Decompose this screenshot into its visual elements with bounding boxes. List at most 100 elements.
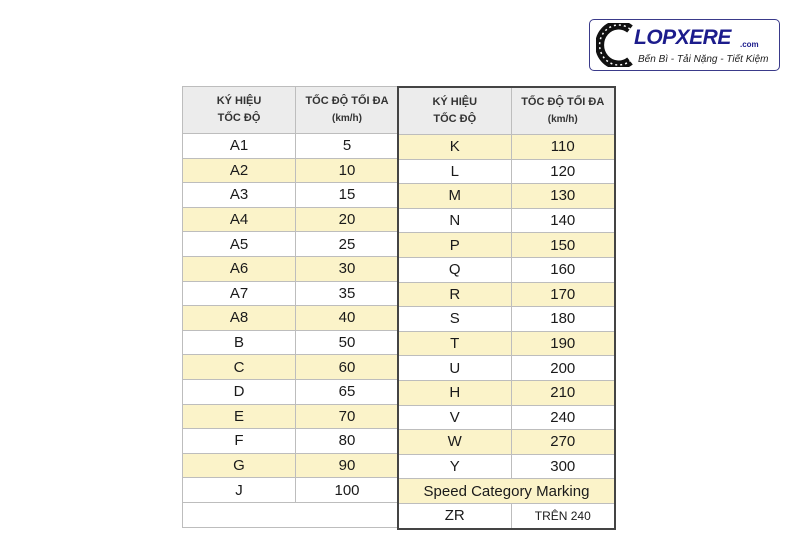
- logo-slogan: Bến Bì - Tải Nặng - Tiết Kiệm: [638, 54, 769, 65]
- table-row: H 210: [397, 379, 616, 406]
- max-speed: 300: [510, 453, 616, 480]
- max-speed: 180: [510, 306, 616, 332]
- max-speed: 190: [510, 330, 616, 357]
- speed-symbol: N: [397, 207, 512, 234]
- speed-symbol: P: [397, 232, 512, 258]
- max-speed: 170: [510, 281, 616, 308]
- speed-symbol: U: [397, 355, 512, 381]
- max-speed: 15: [295, 182, 399, 208]
- max-speed: 90: [295, 452, 399, 479]
- header-symbol: KÝ HIỆU TỐC ĐỘ: [182, 86, 296, 134]
- header-speed: TỐC ĐỘ TỐI ĐA (km/h): [295, 86, 399, 134]
- speed-symbol: A8: [182, 305, 296, 331]
- table-row: K 110: [397, 134, 616, 160]
- table-row: W 270: [397, 429, 616, 455]
- max-speed: 60: [295, 354, 399, 380]
- speed-symbol: R: [397, 281, 512, 308]
- speed-symbol: K: [397, 134, 512, 160]
- max-speed: 5: [295, 133, 399, 159]
- speed-symbol: D: [182, 378, 296, 405]
- max-speed: 70: [295, 403, 399, 430]
- max-speed: 150: [510, 232, 616, 258]
- table-row: L 120: [397, 158, 616, 185]
- table-row: A6 30: [182, 255, 399, 282]
- empty-cell: [182, 501, 399, 528]
- speed-symbol: H: [397, 379, 512, 406]
- table-row: M 130: [397, 183, 616, 209]
- category-label: Speed Category Marking: [397, 478, 616, 504]
- logo-suffix: .com: [740, 40, 759, 49]
- empty-row: [182, 501, 399, 528]
- speed-symbol: V: [397, 404, 512, 431]
- speed-symbol: A6: [182, 255, 296, 282]
- table-row: G 90: [182, 452, 399, 479]
- speed-symbol: G: [182, 452, 296, 479]
- speed-table-right: KÝ HIỆU TỐC ĐỘ TỐC ĐỘ TỐI ĐA (km/h) K 110 L 1…: [397, 86, 616, 530]
- header-symbol: KÝ HIỆU TỐC ĐỘ: [397, 86, 512, 135]
- max-speed: 40: [295, 305, 399, 331]
- table-row: U 200: [397, 355, 616, 381]
- speed-symbol: C: [182, 354, 296, 380]
- speed-symbol: A7: [182, 280, 296, 307]
- max-speed: 100: [295, 477, 399, 503]
- speed-symbol: L: [397, 158, 512, 185]
- tire-icon: [596, 23, 633, 67]
- speed-symbol: A4: [182, 206, 296, 233]
- header-speed: TỐC ĐỘ TỐI ĐA (km/h): [510, 86, 616, 135]
- speed-symbol: A5: [182, 231, 296, 257]
- table-row: D 65: [182, 378, 399, 405]
- table-row: A4 20: [182, 206, 399, 233]
- speed-symbol: J: [182, 477, 296, 503]
- logo: LOPXERE .com Bến Bì - Tải Nặng - Tiết Ki…: [589, 19, 780, 71]
- table-row: A7 35: [182, 280, 399, 307]
- max-speed: 30: [295, 255, 399, 282]
- table-row: A2 10: [182, 157, 399, 184]
- table-row: F 80: [182, 428, 399, 454]
- table-row: V 240: [397, 404, 616, 431]
- speed-symbol: A3: [182, 182, 296, 208]
- table-row: P 150: [397, 232, 616, 258]
- speed-symbol: W: [397, 429, 512, 455]
- speed-symbol: A2: [182, 157, 296, 184]
- table-row: A1 5: [182, 133, 399, 159]
- max-speed: 20: [295, 206, 399, 233]
- max-speed: 210: [510, 379, 616, 406]
- speed-symbol: A1: [182, 133, 296, 159]
- speed-symbol: T: [397, 330, 512, 357]
- table-row: E 70: [182, 403, 399, 430]
- speed-symbol: E: [182, 403, 296, 430]
- table-row: A8 40: [182, 305, 399, 331]
- max-speed: 110: [510, 134, 616, 160]
- max-speed: 35: [295, 280, 399, 307]
- max-speed: 50: [295, 329, 399, 356]
- table-row: A3 15: [182, 182, 399, 208]
- category-row: Speed Category Marking: [397, 478, 616, 504]
- max-speed: 80: [295, 428, 399, 454]
- table-row: S 180: [397, 306, 616, 332]
- speed-symbol: ZR: [397, 502, 512, 530]
- max-speed: 25: [295, 231, 399, 257]
- max-speed: 270: [510, 429, 616, 455]
- table-row: Q 160: [397, 256, 616, 283]
- speed-symbol: F: [182, 428, 296, 454]
- table-row: B 50: [182, 329, 399, 356]
- table-row: J 100: [182, 477, 399, 503]
- max-speed: TRÊN 240: [510, 502, 616, 530]
- max-speed: 10: [295, 157, 399, 184]
- max-speed: 200: [510, 355, 616, 381]
- table-row: T 190: [397, 330, 616, 357]
- speed-symbol: B: [182, 329, 296, 356]
- table-row: A5 25: [182, 231, 399, 257]
- speed-symbol: S: [397, 306, 512, 332]
- max-speed: 240: [510, 404, 616, 431]
- max-speed: 140: [510, 207, 616, 234]
- max-speed: 130: [510, 183, 616, 209]
- speed-symbol: M: [397, 183, 512, 209]
- max-speed: 120: [510, 158, 616, 185]
- max-speed: 160: [510, 256, 616, 283]
- logo-brand: LOPXERE: [634, 26, 731, 49]
- speed-table-left: KÝ HIỆU TỐC ĐỘ TỐC ĐỘ TỐI ĐA (km/h) A1 5 A2 1…: [182, 86, 399, 528]
- table-row: Y 300: [397, 453, 616, 480]
- table-row: ZR TRÊN 240: [397, 502, 616, 530]
- table-row: N 140: [397, 207, 616, 234]
